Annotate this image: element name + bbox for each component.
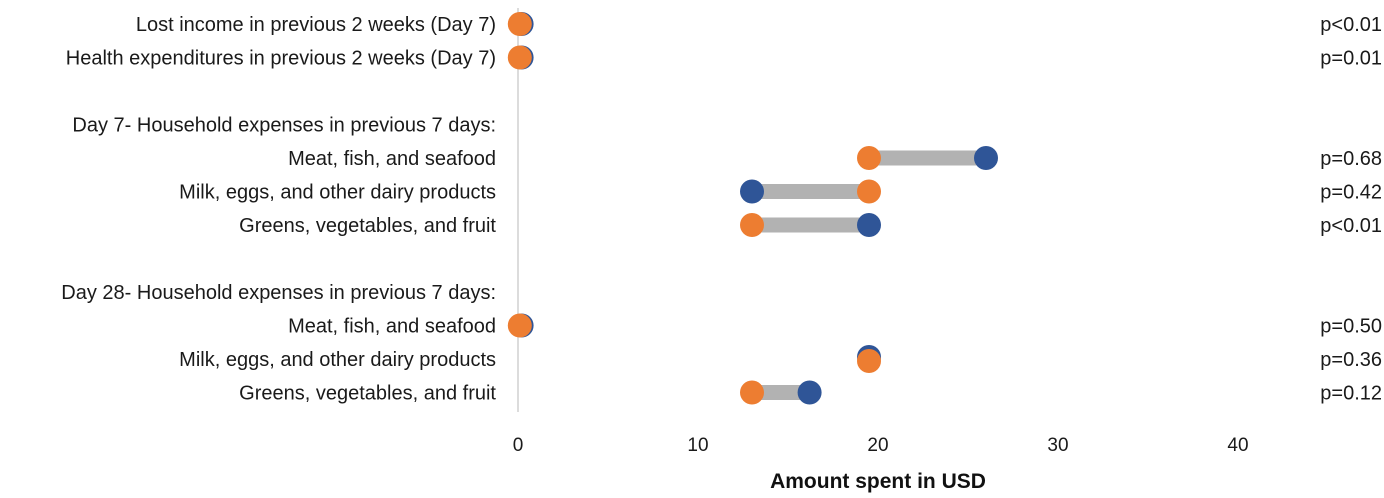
- blue-point: [857, 213, 881, 237]
- label-layer: Lost income in previous 2 weeks (Day 7) p…: [61, 14, 1382, 405]
- row-label: Meat, fish, and seafood: [288, 148, 496, 170]
- row-label: Milk, eggs, and other dairy products: [179, 182, 496, 204]
- row-label: Greens, vegetables, and fruit: [239, 383, 496, 405]
- orange-point: [857, 179, 881, 204]
- orange-point: [507, 313, 532, 338]
- row-label: Lost income in previous 2 weeks (Day 7): [136, 14, 496, 36]
- orange-point: [740, 213, 764, 237]
- orange-point: [507, 45, 532, 70]
- p-value-label: p=0.42: [1320, 182, 1382, 204]
- p-value-label: p=0.01: [1320, 48, 1382, 70]
- orange-point: [740, 380, 764, 405]
- blue-point: [797, 380, 822, 405]
- x-tick-label: 40: [1227, 435, 1248, 456]
- group-header-label: Day 28- Household expenses in previous 7…: [61, 282, 496, 304]
- p-value-label: p=0.50: [1320, 316, 1382, 338]
- x-tick-label: 10: [687, 435, 708, 456]
- blue-point: [740, 179, 764, 204]
- row-label: Greens, vegetables, and fruit: [239, 215, 496, 237]
- x-tick-label: 0: [513, 435, 524, 456]
- orange-point: [857, 349, 881, 373]
- x-tick-label: 20: [867, 435, 888, 456]
- row-label: Milk, eggs, and other dairy products: [179, 349, 496, 371]
- group-header-label: Day 7- Household expenses in previous 7 …: [72, 115, 496, 137]
- p-value-label: p<0.01: [1320, 215, 1382, 237]
- x-tick-label: 30: [1047, 435, 1068, 456]
- blue-point: [974, 146, 998, 170]
- p-value-label: p<0.01: [1320, 14, 1382, 36]
- tick-layer: 0 10 20 30 40: [513, 435, 1249, 456]
- point-layer: [507, 12, 998, 405]
- p-value-label: p=0.12: [1320, 383, 1382, 405]
- p-value-label: p=0.36: [1320, 349, 1382, 371]
- row-label: Meat, fish, and seafood: [288, 316, 496, 338]
- orange-point: [857, 146, 881, 170]
- p-value-label: p=0.68: [1320, 148, 1382, 170]
- x-axis-title: Amount spent in USD: [770, 470, 986, 493]
- row-label: Health expenditures in previous 2 weeks …: [66, 48, 496, 70]
- connector-layer: [519, 16, 986, 400]
- orange-point: [507, 12, 532, 36]
